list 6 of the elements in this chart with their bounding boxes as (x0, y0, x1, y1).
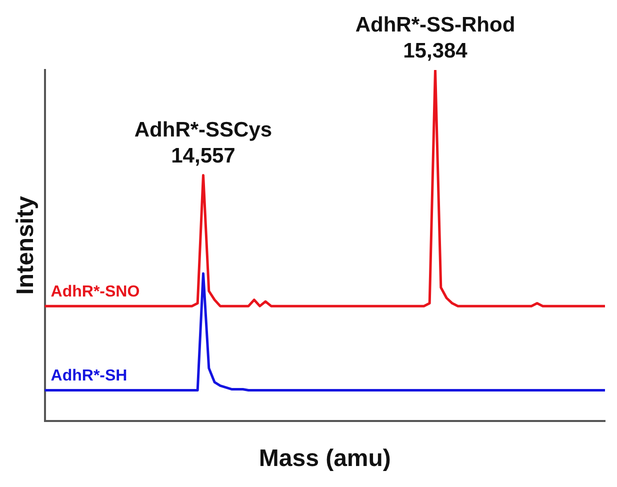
x-axis-title: Mass (amu) (258, 445, 391, 472)
series-label: AdhR*-SNO (50, 283, 140, 300)
annotation: AdhR*-SS-Rhod 15,384 (355, 13, 516, 62)
y-axis-title: Intensity (12, 195, 40, 295)
series-label: AdhR*-SH (50, 368, 128, 385)
annotation: AdhR*-SSCys 14,557 (134, 118, 272, 168)
